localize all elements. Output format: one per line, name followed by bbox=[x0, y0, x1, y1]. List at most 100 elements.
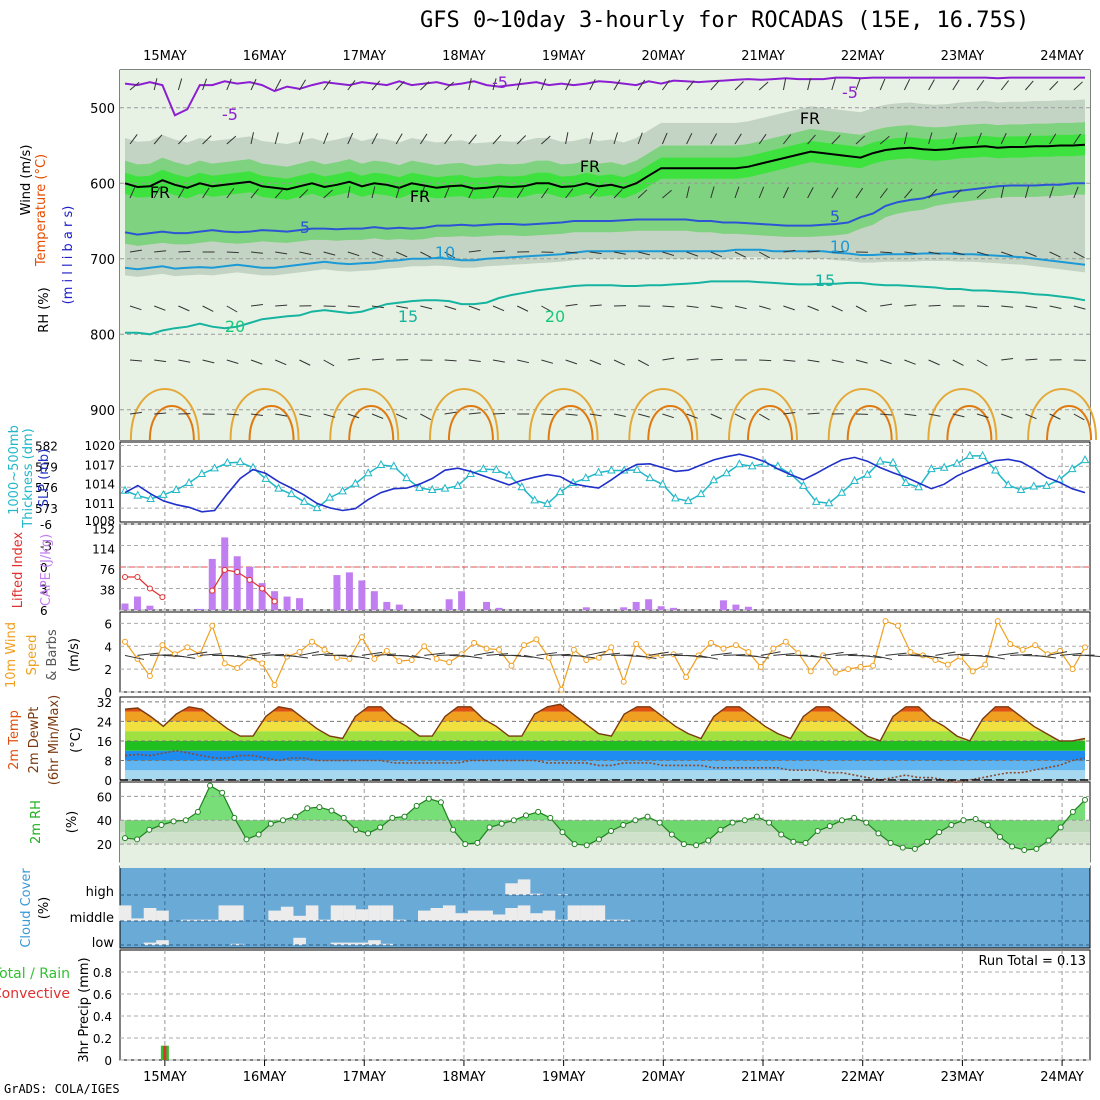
rh-marker bbox=[887, 839, 894, 846]
cloud-bar-middle bbox=[368, 905, 381, 921]
wind-barb bbox=[226, 305, 238, 313]
thickness-marker bbox=[184, 477, 194, 487]
wind-speed-marker bbox=[159, 642, 166, 649]
wind-barb bbox=[928, 413, 941, 417]
wind-speed-marker bbox=[720, 645, 727, 652]
cape-bar bbox=[208, 558, 216, 610]
wind-tick-label: 4 bbox=[104, 640, 112, 654]
rh-marker bbox=[510, 817, 517, 824]
x-tick-label-top: 19MAY bbox=[542, 49, 586, 64]
contour-warm-loop bbox=[1046, 405, 1093, 441]
wind-barb bbox=[177, 187, 185, 199]
x-tick-label-top: 23MAY bbox=[941, 49, 985, 64]
cloud-bar-middle bbox=[118, 905, 132, 921]
surface-wind-barb bbox=[349, 654, 370, 660]
rh-marker bbox=[170, 818, 177, 825]
slp-tick-label: 1020 bbox=[84, 439, 115, 453]
wind-speed-marker bbox=[309, 638, 316, 645]
wind-speed-marker bbox=[545, 654, 552, 661]
rh-marker bbox=[231, 814, 238, 821]
contour-warm-loop bbox=[827, 388, 898, 441]
wind-barb bbox=[154, 305, 166, 311]
thickness-marker bbox=[939, 462, 949, 471]
wind-barb bbox=[516, 78, 522, 91]
wind-barb bbox=[226, 78, 232, 91]
thickness-marker bbox=[671, 493, 680, 502]
wind-barb bbox=[903, 78, 911, 91]
cloud-bar-middle bbox=[156, 910, 169, 921]
wind-barb bbox=[395, 186, 401, 199]
rh-marker bbox=[340, 814, 347, 821]
surface-wind-barb bbox=[199, 653, 222, 656]
thickness-marker bbox=[722, 468, 731, 477]
wind-barb bbox=[783, 249, 796, 253]
rh-marker bbox=[838, 817, 845, 824]
wind-barb bbox=[371, 413, 384, 419]
x-tick-label-top: 21MAY bbox=[741, 49, 785, 64]
rh-marker bbox=[1069, 808, 1076, 815]
temp-axis-label: 2m DewPt bbox=[27, 707, 42, 774]
precip-legend-label: Total / Rain bbox=[0, 966, 70, 982]
wind-barb bbox=[783, 305, 795, 311]
wind-barb bbox=[153, 134, 163, 145]
rh-marker bbox=[401, 813, 408, 820]
wind-barb bbox=[129, 359, 142, 362]
rh-unit-label: (%) bbox=[65, 811, 80, 834]
wind-speed-marker bbox=[520, 642, 527, 649]
wind-barb bbox=[129, 249, 142, 253]
wind-barb bbox=[371, 251, 384, 257]
wind-barb bbox=[1049, 81, 1059, 91]
temp-tick-label: 24 bbox=[97, 715, 112, 729]
thickness-marker bbox=[594, 467, 603, 476]
wind-barb bbox=[855, 305, 867, 313]
wind-barb bbox=[734, 305, 747, 310]
wind-speed-marker bbox=[907, 649, 914, 655]
wind-barb bbox=[880, 359, 892, 365]
cape-bar bbox=[719, 600, 727, 610]
wind-speed-marker bbox=[1069, 666, 1076, 673]
precip-tick-label: 0.8 bbox=[93, 966, 112, 980]
wind-barb bbox=[274, 188, 284, 199]
cape-bar bbox=[645, 599, 653, 610]
wind-barb bbox=[686, 80, 695, 91]
panel-frame-thick bbox=[119, 441, 1091, 523]
wind-barb bbox=[904, 359, 916, 365]
wind-barb bbox=[516, 305, 529, 312]
cloud-bar-middle bbox=[305, 905, 319, 921]
thickness-marker bbox=[479, 464, 488, 473]
wind-barb bbox=[250, 188, 259, 199]
surface-wind-barb bbox=[237, 654, 257, 660]
temp-tick-label: 8 bbox=[104, 754, 112, 768]
cloud-bar-middle bbox=[442, 905, 456, 921]
cloud-bar-middle bbox=[542, 910, 556, 921]
rh-marker bbox=[219, 789, 226, 796]
cloud-bar-middle bbox=[330, 905, 344, 921]
wind-axis-label: Speed bbox=[25, 635, 40, 676]
wind-barb bbox=[323, 359, 335, 367]
wind-barb bbox=[419, 133, 428, 145]
wind-barb bbox=[710, 133, 718, 145]
rh-marker bbox=[194, 808, 201, 815]
surface-wind-barb bbox=[835, 653, 858, 656]
contour-warm-loop bbox=[447, 405, 494, 441]
thickness-marker bbox=[543, 498, 552, 507]
upper-axis-label: Wind (m/s) bbox=[19, 145, 34, 216]
surface-wind-barb bbox=[411, 654, 432, 660]
wind-speed-marker bbox=[221, 660, 228, 667]
wind-barb bbox=[153, 187, 161, 199]
thickness-marker bbox=[1029, 481, 1039, 490]
surface-wind-barb bbox=[773, 652, 795, 656]
surface-wind-barb bbox=[698, 654, 719, 660]
cloud-bar-low bbox=[380, 943, 394, 945]
thickness-marker bbox=[261, 473, 271, 482]
thickness-marker bbox=[235, 457, 245, 466]
thickness-marker bbox=[683, 496, 693, 505]
wind-barb bbox=[831, 359, 844, 363]
rh-marker bbox=[705, 837, 712, 844]
rh-marker bbox=[1045, 837, 1052, 844]
wind-barb bbox=[589, 188, 599, 199]
li-marker bbox=[159, 594, 166, 601]
wind-speed-marker bbox=[121, 638, 128, 645]
thickness-tick-label: 582 bbox=[35, 439, 58, 453]
li-tick-label: 0 bbox=[40, 561, 48, 575]
